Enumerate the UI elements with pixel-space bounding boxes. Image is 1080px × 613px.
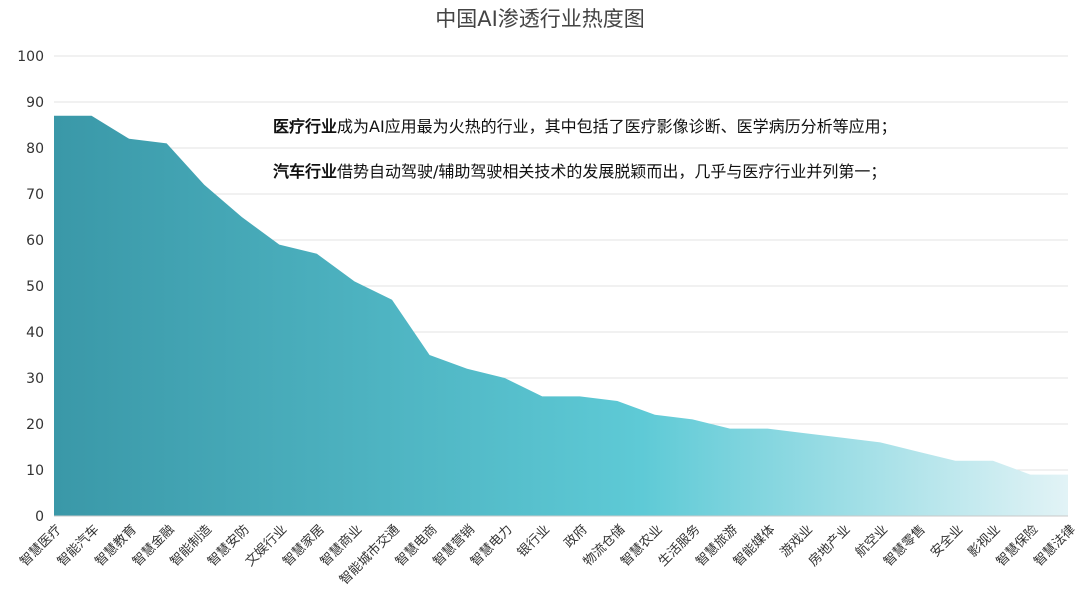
y-tick-label: 30 [26,371,44,387]
y-tick-label: 60 [26,233,44,249]
y-tick-label: 50 [26,279,44,295]
annotation-medical: 医疗行业成为AI应用最为火热的行业，其中包括了医疗影像诊断、医学病历分析等应用； [273,117,897,136]
annotation-auto: 汽车行业借势自动驾驶/辅助驾驶相关技术的发展脱颖而出，几乎与医疗行业并列第一； [273,162,886,181]
x-tick-label: 房地产业 [805,522,853,570]
x-tick-label: 智慧零售 [881,522,929,570]
x-tick-label: 政府 [562,522,591,551]
x-tick-label: 智慧电力 [467,522,515,570]
y-tick-label: 20 [26,417,44,433]
x-tick-label: 银行业 [515,522,553,560]
x-axis: 智慧医疗智能汽车智慧教育智慧金融智能制造智慧安防文娱行业智慧家居智慧商业智能城市… [17,522,1079,588]
y-tick-label: 100 [17,49,44,65]
annotation-medical-text: 成为AI应用最为火热的行业，其中包括了医疗影像诊断、医学病历分析等应用； [337,117,897,136]
x-tick-label: 智能媒体 [731,522,778,569]
annotation-auto-text: 借势自动驾驶/辅助驾驶相关技术的发展脱颖而出，几乎与医疗行业并列第一； [337,162,886,181]
chart-title: 中国AI渗透行业热度图 [435,7,645,31]
annotation-auto-bold: 汽车行业 [273,162,337,181]
y-tick-label: 10 [26,463,44,479]
annotation-medical-bold: 医疗行业 [273,117,337,136]
x-tick-label: 安全业 [927,522,966,561]
y-tick-label: 80 [26,141,44,157]
y-tick-label: 70 [26,187,44,203]
y-tick-label: 90 [26,95,44,111]
y-axis: 0 10 20 30 40 50 60 70 80 90 100 [17,49,44,525]
x-tick-label: 智慧法律 [1031,522,1079,570]
y-tick-label: 0 [35,509,44,525]
y-tick-label: 40 [26,325,44,341]
area-series [54,115,1068,517]
